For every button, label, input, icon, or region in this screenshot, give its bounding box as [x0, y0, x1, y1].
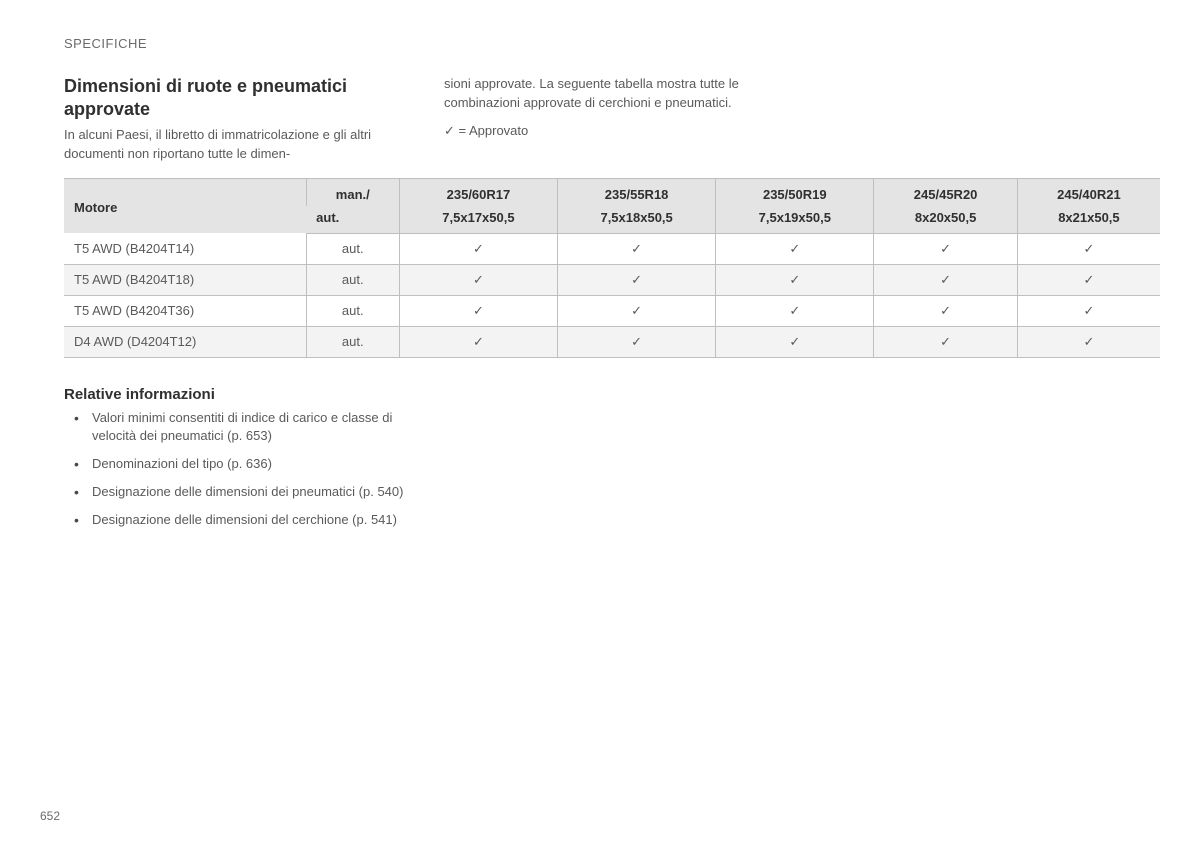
col-header-size-1-rim: 7,5x18x50,5	[558, 206, 716, 234]
col-header-size-3-rim: 8x20x50,5	[874, 206, 1017, 234]
cell-check: ✓	[1017, 233, 1160, 264]
col-header-size-0-rim: 7,5x17x50,5	[399, 206, 557, 234]
list-item: Valori minimi consentiti di indice di ca…	[64, 409, 404, 445]
intro-text-1: In alcuni Paesi, il libretto di immatric…	[64, 126, 404, 164]
list-item: Denominazioni del tipo (p. 636)	[64, 455, 404, 473]
cell-check: ✓	[716, 326, 874, 357]
intro-col-2: sioni approvate. La seguente tabella mos…	[444, 75, 784, 164]
col-header-size-4-tire: 245/40R21	[1017, 178, 1160, 206]
cell-check: ✓	[1017, 264, 1160, 295]
cell-check: ✓	[399, 326, 557, 357]
col-header-trans-top: man./	[306, 178, 399, 206]
cell-engine: T5 AWD (B4204T14)	[64, 233, 306, 264]
intro-text-2: sioni approvate. La seguente tabella mos…	[444, 75, 784, 113]
cell-check: ✓	[874, 233, 1017, 264]
cell-check: ✓	[558, 326, 716, 357]
cell-trans: aut.	[306, 233, 399, 264]
cell-engine: T5 AWD (B4204T36)	[64, 295, 306, 326]
page-title: Dimensioni di ruote e pneumatici approva…	[64, 75, 404, 120]
cell-check: ✓	[874, 264, 1017, 295]
cell-trans: aut.	[306, 295, 399, 326]
intro-col-1: Dimensioni di ruote e pneumatici approva…	[64, 75, 404, 164]
table-row: D4 AWD (D4204T12)aut.✓✓✓✓✓	[64, 326, 1160, 357]
cell-check: ✓	[399, 264, 557, 295]
table-row: T5 AWD (B4204T18)aut.✓✓✓✓✓	[64, 264, 1160, 295]
cell-check: ✓	[716, 295, 874, 326]
related-list: Valori minimi consentiti di indice di ca…	[64, 409, 404, 530]
cell-check: ✓	[716, 233, 874, 264]
col-header-size-3-tire: 245/45R20	[874, 178, 1017, 206]
list-item: Designazione delle dimensioni del cerchi…	[64, 511, 404, 529]
cell-check: ✓	[874, 295, 1017, 326]
cell-engine: D4 AWD (D4204T12)	[64, 326, 306, 357]
cell-check: ✓	[399, 233, 557, 264]
table-row: T5 AWD (B4204T36)aut.✓✓✓✓✓	[64, 295, 1160, 326]
table-row: T5 AWD (B4204T14)aut.✓✓✓✓✓	[64, 233, 1160, 264]
cell-check: ✓	[1017, 326, 1160, 357]
related-heading: Relative informazioni	[64, 386, 1160, 403]
col-header-engine: Motore	[64, 178, 306, 233]
cell-check: ✓	[1017, 295, 1160, 326]
wheel-tire-table: Motore man./ 235/60R17 235/55R18 235/50R…	[64, 178, 1160, 358]
col-header-size-2-tire: 235/50R19	[716, 178, 874, 206]
cell-check: ✓	[558, 295, 716, 326]
col-header-size-1-tire: 235/55R18	[558, 178, 716, 206]
cell-check: ✓	[716, 264, 874, 295]
col-header-trans-bottom: aut.	[306, 206, 399, 234]
page-number: 652	[40, 809, 60, 823]
cell-engine: T5 AWD (B4204T18)	[64, 264, 306, 295]
legend: ✓ = Approvato	[444, 123, 784, 139]
cell-check: ✓	[874, 326, 1017, 357]
cell-check: ✓	[558, 233, 716, 264]
intro-columns: Dimensioni di ruote e pneumatici approva…	[64, 75, 1160, 164]
col-header-size-2-rim: 7,5x19x50,5	[716, 206, 874, 234]
cell-check: ✓	[558, 264, 716, 295]
col-header-size-0-tire: 235/60R17	[399, 178, 557, 206]
cell-trans: aut.	[306, 326, 399, 357]
col-header-size-4-rim: 8x21x50,5	[1017, 206, 1160, 234]
cell-check: ✓	[399, 295, 557, 326]
cell-trans: aut.	[306, 264, 399, 295]
section-label: SPECIFICHE	[64, 36, 1160, 51]
list-item: Designazione delle dimensioni dei pneuma…	[64, 483, 404, 501]
